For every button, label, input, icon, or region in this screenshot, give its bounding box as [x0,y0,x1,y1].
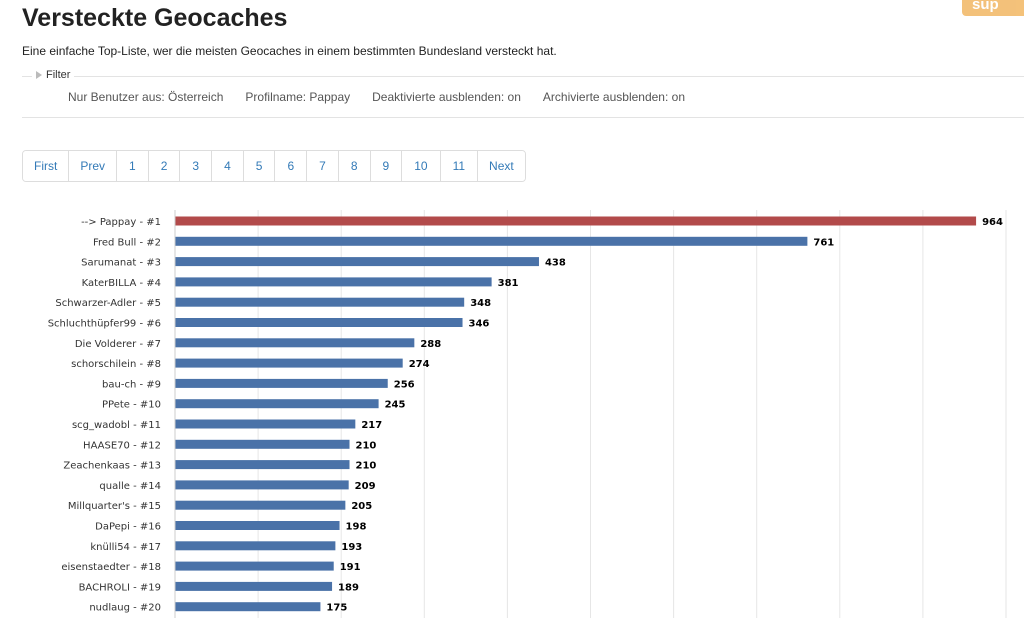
category-label: qualle - #14 [99,481,161,492]
page-8[interactable]: 8 [338,151,371,181]
page-9[interactable]: 9 [370,151,403,181]
support-button[interactable]: sup [962,0,1024,16]
category-label: eisenstaedter - #18 [61,562,161,573]
value-label: 198 [346,522,367,533]
pagination: First Prev 1 2 3 4 5 6 7 8 9 10 11 Next [22,150,526,182]
filter-country: Nur Benutzer aus: Österreich [68,90,224,104]
bar[interactable] [175,216,977,226]
bar[interactable] [175,561,334,571]
value-label: 191 [340,562,361,573]
bar[interactable] [175,480,349,490]
page-5[interactable]: 5 [243,151,276,181]
category-label: HAASE70 - #12 [83,440,161,451]
category-label: PPete - #10 [102,400,161,411]
bar[interactable] [175,236,808,246]
bar[interactable] [175,521,340,530]
bar[interactable] [175,399,379,409]
page-4[interactable]: 4 [212,151,244,181]
filter-legend-label: Filter [46,69,71,81]
bar[interactable] [175,460,350,470]
page-10[interactable]: 10 [402,151,441,181]
bar[interactable] [175,439,350,449]
page-next[interactable]: Next [478,151,525,181]
category-label: schorschilein - #8 [71,359,161,370]
category-label: BACHROLI - #19 [79,582,161,593]
expand-arrow-icon [36,71,42,79]
bar[interactable] [175,419,356,429]
filter-panel: Filter Nur Benutzer aus: Österreich Prof… [22,69,1024,118]
bar[interactable] [175,277,492,287]
value-label: 346 [469,319,490,330]
value-label: 210 [356,440,377,451]
bar[interactable] [175,541,336,551]
top-list-chart: --> Pappay - #1 964 Fred Bull - #2 761 Sarum… [48,210,1007,618]
value-label: 245 [385,400,406,411]
category-label: Schluchthüpfer99 - #6 [48,319,161,330]
filter-hide-archived: Archivierte ausblenden: on [542,90,685,104]
value-label: 288 [420,339,441,350]
value-label: 348 [470,298,491,309]
category-label: Zeachenkaas - #13 [63,461,161,472]
category-label: DaPepi - #16 [95,522,161,533]
bar[interactable] [175,581,333,591]
filter-summary: Nur Benutzer aus: Österreich Profilname:… [68,90,685,104]
value-label: 274 [409,359,430,370]
page-first[interactable]: First [23,151,70,181]
bar[interactable] [175,297,465,307]
category-label: Sarumanat - #3 [81,258,161,269]
value-label: 205 [351,501,372,512]
value-label: 210 [356,461,377,472]
page-prev[interactable]: Prev [69,151,118,181]
bar[interactable] [175,500,346,510]
value-label: 175 [326,603,347,614]
value-label: 761 [813,237,834,248]
page-1[interactable]: 1 [117,151,149,181]
category-label: --> Pappay - #1 [81,217,161,228]
category-label: nudlaug - #20 [89,603,161,614]
value-label: 438 [545,258,566,269]
filter-toggle[interactable]: Filter [32,69,75,81]
category-label: scg_wadobl - #11 [72,420,161,431]
bar[interactable] [175,378,388,388]
page-7[interactable]: 7 [307,151,339,181]
value-label: 217 [361,420,382,431]
category-label: bau-ch - #9 [102,379,161,390]
page-3[interactable]: 3 [180,151,213,181]
category-label: Fred Bull - #2 [93,237,161,248]
bar[interactable] [175,318,463,327]
filter-profile: Profilname: Pappay [245,90,351,104]
value-label: 209 [355,481,376,492]
category-label: Millquarter's - #15 [68,501,161,512]
bar[interactable] [175,602,321,612]
category-label: Die Volderer - #7 [75,339,161,350]
bar[interactable] [175,358,403,368]
value-label: 193 [341,542,362,553]
filter-hide-deactivated: Deaktivierte ausblenden: on [372,90,521,104]
page-title: Versteckte Geocaches [22,4,288,32]
bar[interactable] [175,257,539,267]
page-6[interactable]: 6 [275,151,308,181]
page-subtitle: Eine einfache Top-Liste, wer die meisten… [22,44,557,58]
category-label: Schwarzer-Adler - #5 [55,298,161,309]
category-label: KaterBILLA - #4 [82,278,161,289]
page-11[interactable]: 11 [440,151,479,181]
page-2[interactable]: 2 [148,151,181,181]
category-label: knülli54 - #17 [90,542,161,553]
bar[interactable] [175,338,415,348]
value-label: 964 [982,217,1003,228]
value-label: 256 [394,379,415,390]
value-label: 381 [498,278,519,289]
value-label: 189 [338,582,359,593]
